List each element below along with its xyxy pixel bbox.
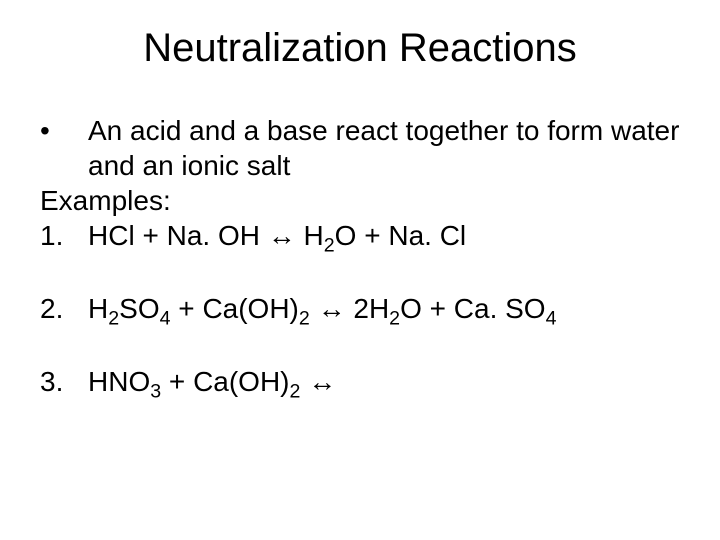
eq2-lhs-a-mid: SO xyxy=(119,293,159,324)
example-3-number: 3. xyxy=(40,364,88,399)
example-1-equation: HCl + Na. OH ↔ H2O + Na. Cl xyxy=(88,218,466,253)
eq2-rhs-b-sub: 4 xyxy=(546,308,557,330)
eq2-lhs-a-pre: H xyxy=(88,293,108,324)
reaction-arrow-icon: ↔ xyxy=(268,220,296,251)
reaction-arrow-icon: ↔ xyxy=(308,366,336,397)
bullet-item: • An acid and a base react together to f… xyxy=(40,113,680,183)
reaction-arrow-icon: ↔ xyxy=(318,293,346,324)
eq2-lhs-a-sub2: 4 xyxy=(160,308,171,330)
eq2-lhs-b-sub: 2 xyxy=(299,308,310,330)
plus-text: + xyxy=(430,293,454,324)
slide: Neutralization Reactions • An acid and a… xyxy=(0,0,720,540)
plus-text: + xyxy=(169,366,193,397)
eq2-lhs-b-pre: Ca(OH) xyxy=(202,293,298,324)
slide-title: Neutralization Reactions xyxy=(40,26,680,71)
eq3-lhs-b-sub: 2 xyxy=(290,381,301,403)
bullet-text: An acid and a base react together to for… xyxy=(88,113,680,183)
eq2-rhs-a-coef: 2 xyxy=(353,293,369,324)
plus-text: + xyxy=(178,293,202,324)
plus-text: + xyxy=(142,220,166,251)
eq3-lhs-a-sub: 3 xyxy=(150,381,161,403)
eq1-lhs-a: HCl xyxy=(88,220,135,251)
example-1-number: 1. xyxy=(40,218,88,253)
eq1-rhs-b: Na. Cl xyxy=(388,220,466,251)
examples-label: Examples: xyxy=(40,183,680,218)
example-2: 2. H2SO4 + Ca(OH)2 ↔ 2H2O + Ca. SO4 xyxy=(40,291,680,326)
eq1-lhs-b: Na. OH xyxy=(167,220,260,251)
example-2-number: 2. xyxy=(40,291,88,326)
eq1-rhs-a-pre: H xyxy=(304,220,324,251)
eq2-rhs-a-sub: 2 xyxy=(389,308,400,330)
plus-text: + xyxy=(364,220,388,251)
slide-body: • An acid and a base react together to f… xyxy=(40,113,680,399)
eq1-rhs-a-post: O xyxy=(335,220,357,251)
example-1: 1. HCl + Na. OH ↔ H2O + Na. Cl xyxy=(40,218,680,253)
eq3-lhs-b-pre: Ca(OH) xyxy=(193,366,289,397)
eq1-rhs-a-sub: 2 xyxy=(324,235,335,257)
eq2-rhs-b-pre: Ca. SO xyxy=(454,293,546,324)
eq2-rhs-a-post: O xyxy=(400,293,422,324)
example-3-equation: HNO3 + Ca(OH)2 ↔ xyxy=(88,364,336,399)
eq2-lhs-a-sub1: 2 xyxy=(108,308,119,330)
bullet-mark: • xyxy=(40,113,88,183)
example-2-equation: H2SO4 + Ca(OH)2 ↔ 2H2O + Ca. SO4 xyxy=(88,291,557,326)
example-3: 3. HNO3 + Ca(OH)2 ↔ xyxy=(40,364,680,399)
eq2-rhs-a-pre: H xyxy=(369,293,389,324)
eq3-lhs-a-pre: HNO xyxy=(88,366,150,397)
